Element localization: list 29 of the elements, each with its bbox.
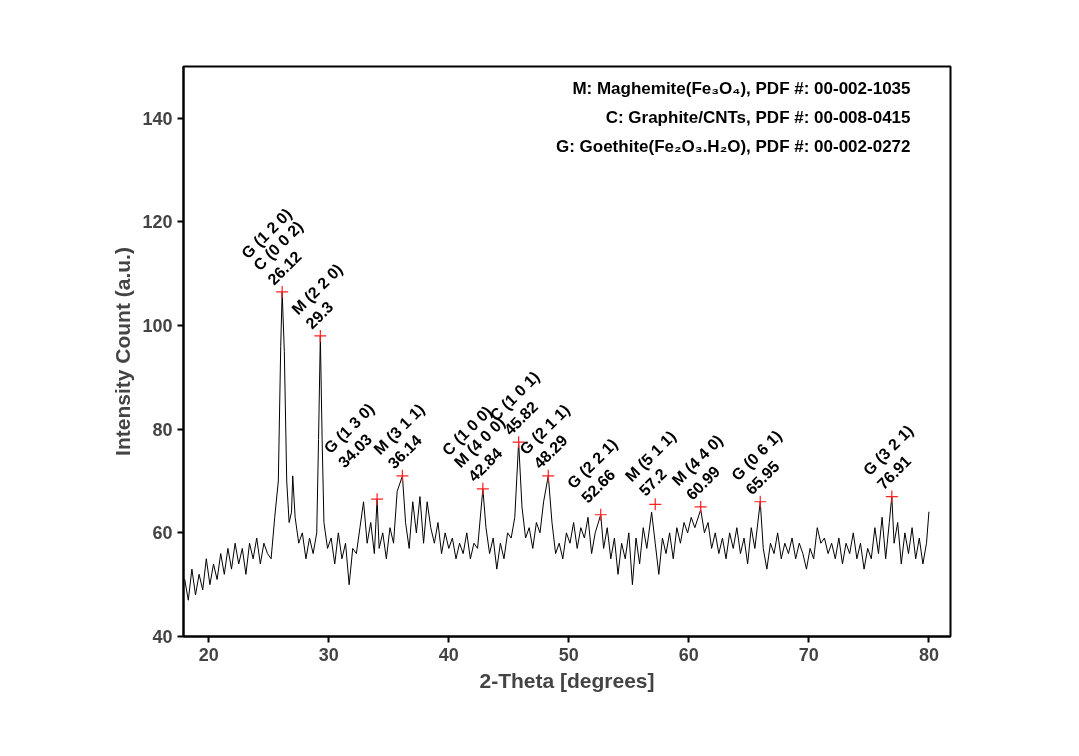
point [594, 508, 608, 522]
annotation: C: Graphite/CNTs, PDF #: 00-008-0415 [605, 107, 911, 127]
x-tick-label: 60 [678, 644, 699, 665]
point [275, 285, 289, 299]
point [476, 482, 490, 496]
x-tick-label: 30 [318, 644, 339, 665]
x-tick-label: 40 [438, 644, 459, 665]
x-tick-label: 20 [198, 644, 219, 665]
point [885, 489, 899, 504]
y-tick-label: 60 [152, 523, 173, 544]
annotation: G: Goethite(Fe₂O₃.H₂O), PDF #: 00-002-0272 [555, 136, 911, 156]
x-tick-label: 70 [798, 644, 819, 665]
point [313, 329, 327, 343]
x-axis-title: 2-Theta [degrees] [479, 668, 655, 692]
x-tick-label: 80 [918, 644, 939, 665]
point [648, 497, 662, 511]
x-tick-label: 50 [558, 644, 579, 665]
annotation: M: Maghemite(Fe₃O₄), PDF #: 00-002-1035 [572, 78, 911, 98]
y-tick-label: 140 [142, 108, 173, 129]
point [541, 469, 555, 483]
y-axis-title: Intensity Count (a.u.) [111, 247, 135, 456]
y-tick-label: 40 [152, 627, 173, 647]
point [753, 495, 767, 509]
point [370, 492, 384, 506]
y-tick-label: 100 [142, 316, 173, 337]
point [694, 500, 708, 514]
y-tick-label: 80 [152, 419, 173, 440]
y-tick-label: 120 [142, 212, 173, 233]
point [395, 469, 410, 483]
